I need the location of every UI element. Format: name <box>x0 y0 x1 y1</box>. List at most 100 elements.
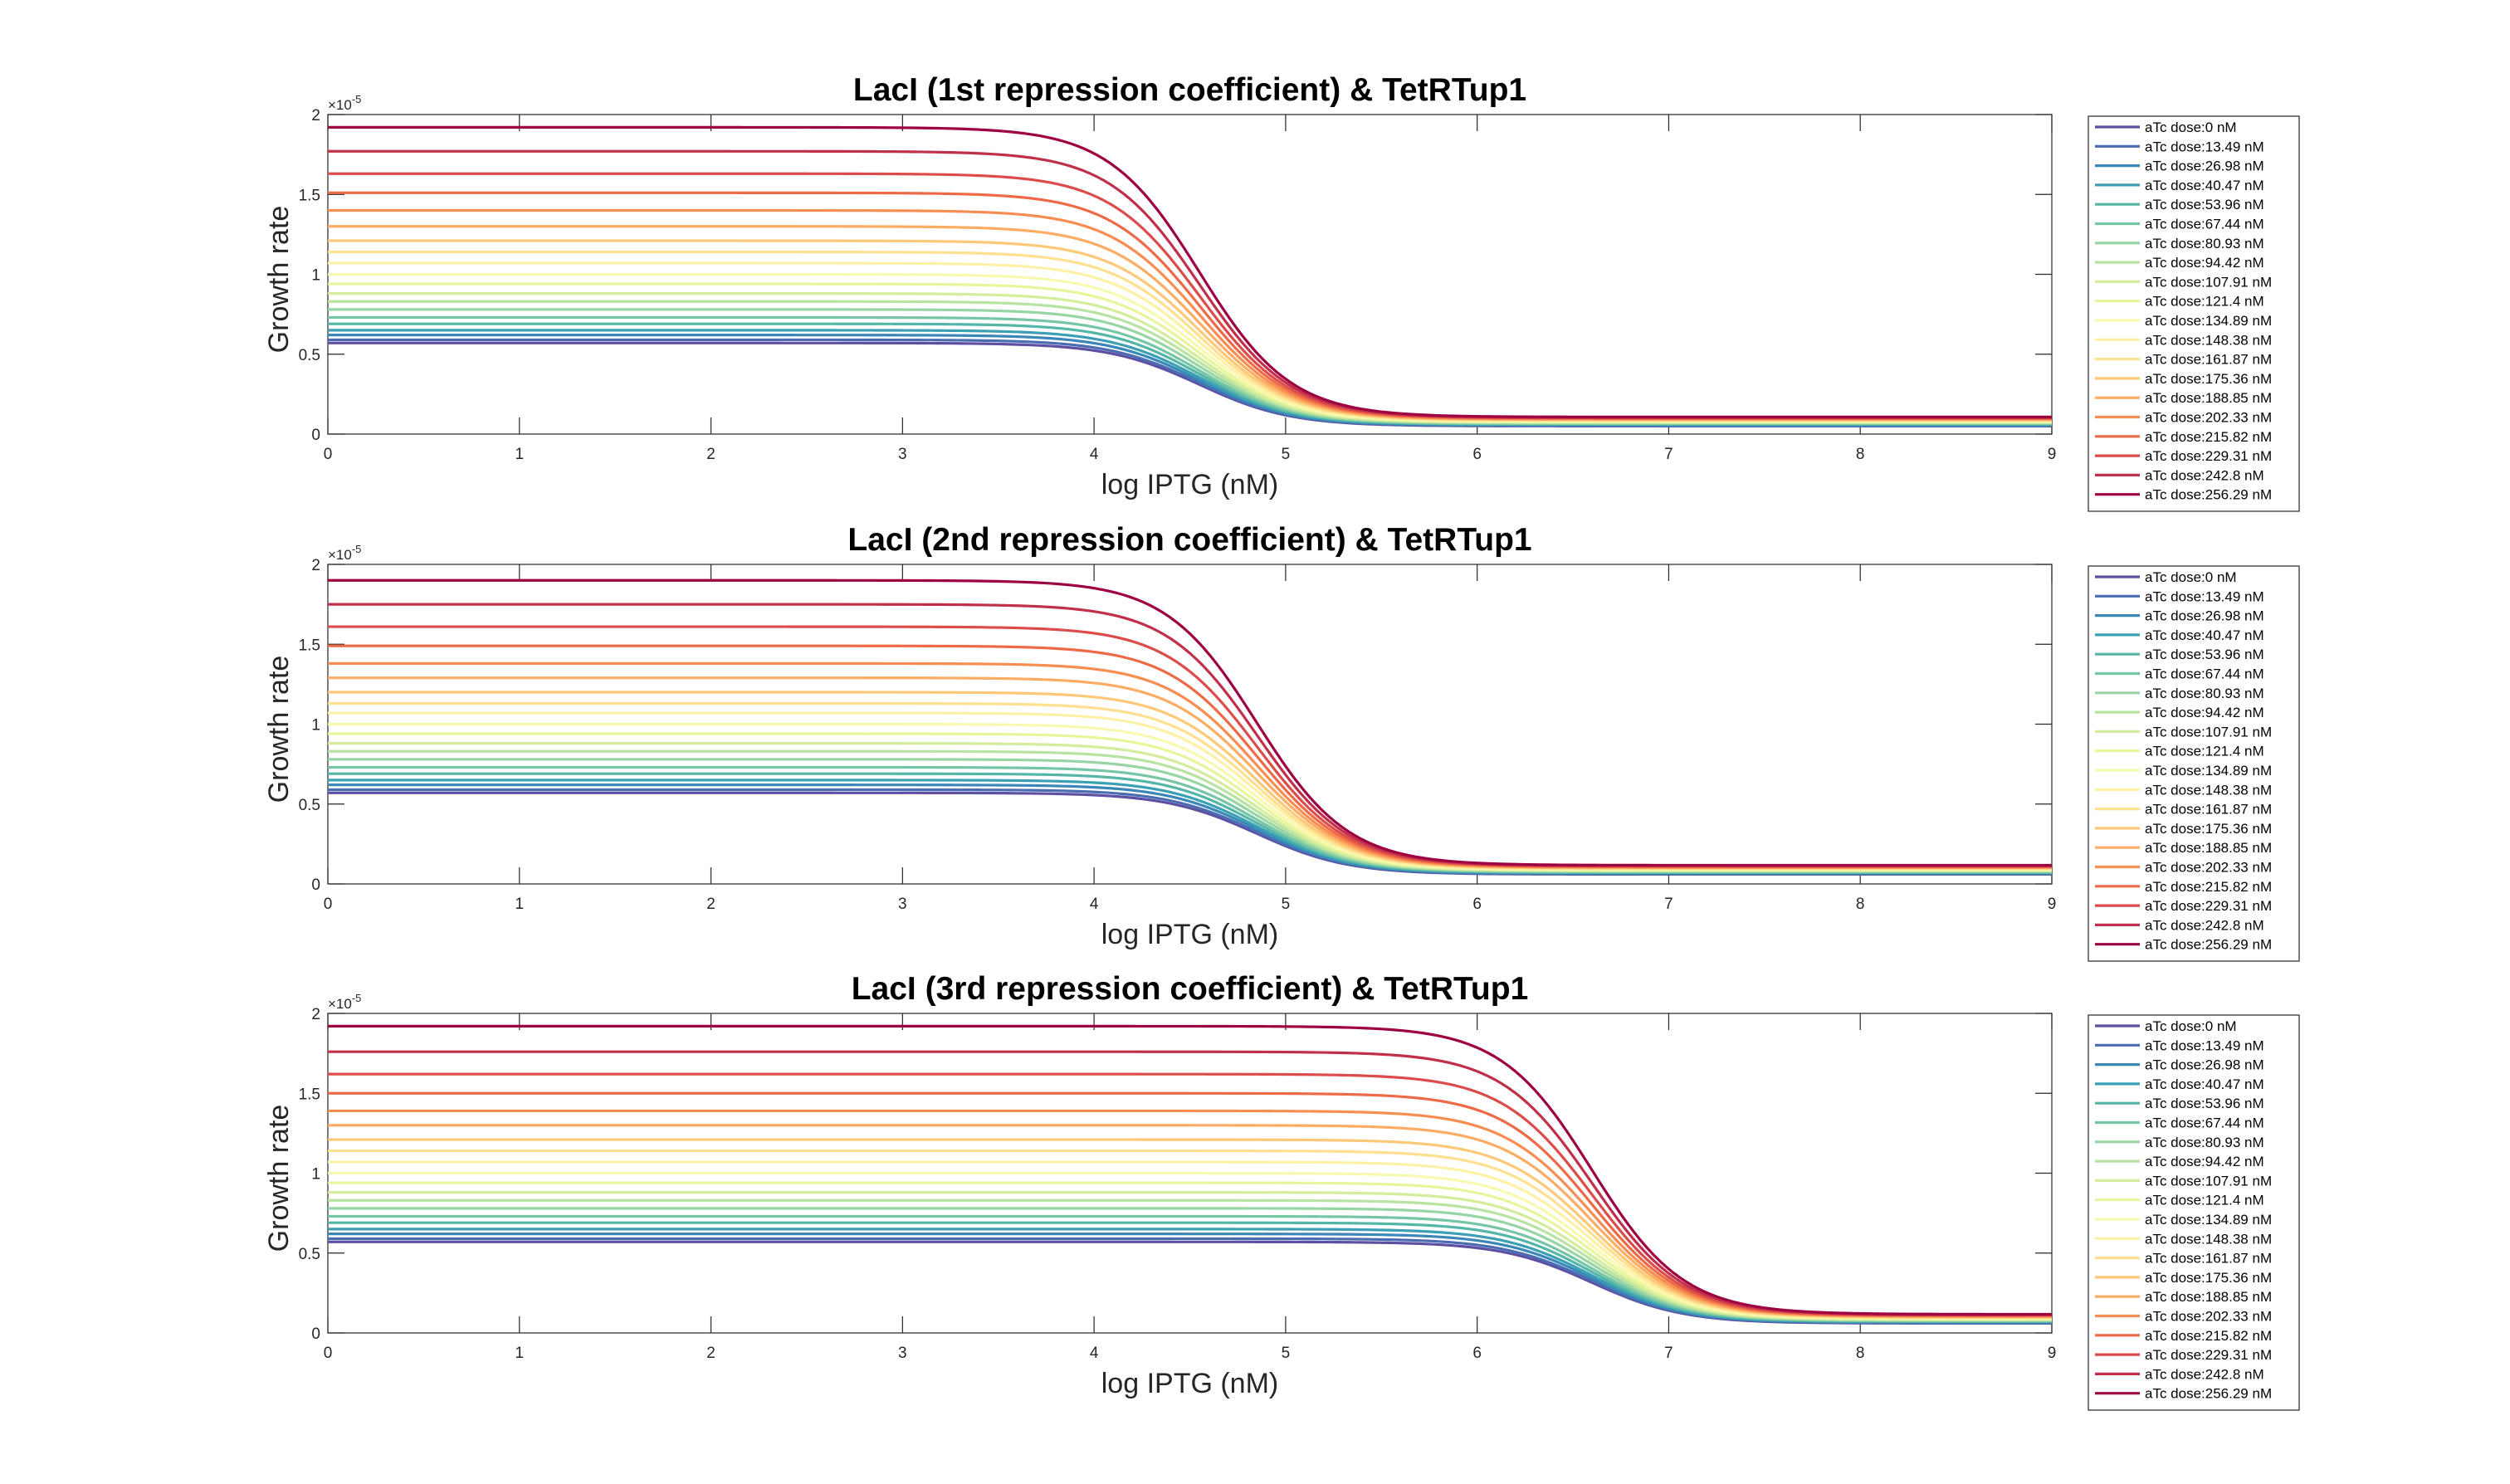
x-tick-label: 8 <box>1856 896 1865 913</box>
legend-entry: aTc dose:215.82 nM <box>2145 879 2272 895</box>
x-tick-label: 9 <box>2048 1345 2057 1362</box>
x-axis-label: log IPTG (nM) <box>1101 1368 1278 1399</box>
legend-entry: aTc dose:0 nM <box>2145 1018 2237 1034</box>
x-tick-label: 2 <box>706 1345 715 1362</box>
y-tick-label: 1 <box>311 1166 320 1184</box>
legend-entry: aTc dose:121.4 nM <box>2145 1193 2264 1208</box>
y-tick-label: 1.5 <box>299 1086 320 1103</box>
chart-title: LacI (3rd repression coefficient) & TetR… <box>852 971 1529 1007</box>
series-line <box>328 578 2052 867</box>
legend-entry: aTc dose:40.47 nM <box>2145 178 2264 193</box>
legend: aTc dose:0 nM aTc dose:13.49 nM aTc dose:2… <box>2088 1014 2300 1411</box>
y-tick-label: 0 <box>311 427 320 444</box>
legend-entry: aTc dose:215.82 nM <box>2145 429 2272 445</box>
x-tick-label: 5 <box>1282 896 1291 913</box>
legend-box <box>2088 115 2300 512</box>
legend-entry: aTc dose:161.87 nM <box>2145 352 2272 368</box>
x-tick-label: 1 <box>515 1345 524 1362</box>
y-tick-label: 1 <box>311 267 320 285</box>
legend-entry: aTc dose:242.8 nM <box>2145 917 2264 933</box>
y-tick-label: 1.5 <box>299 637 320 654</box>
x-tick-label: 0 <box>324 896 333 913</box>
x-tick-label: 2 <box>706 896 715 913</box>
legend-entry: aTc dose:134.89 nM <box>2145 1212 2272 1228</box>
y-exponent-label: ×10-5 <box>328 93 361 113</box>
x-tick-label: 1 <box>515 446 524 463</box>
x-tick-label: 3 <box>898 1345 907 1362</box>
legend-entry: aTc dose:161.87 nM <box>2145 1251 2272 1267</box>
y-tick-label: 2 <box>311 557 320 574</box>
x-tick-label: 3 <box>898 896 907 913</box>
legend-entry: aTc dose:80.93 nM <box>2145 686 2264 701</box>
legend-entry: aTc dose:67.44 nM <box>2145 666 2264 682</box>
x-tick-label: 6 <box>1472 446 1482 463</box>
chart-panel-2: LacI (2nd repression coefficient) & TetR… <box>263 522 2300 962</box>
legend-entry: aTc dose:40.47 nM <box>2145 1076 2264 1092</box>
legend-box <box>2088 1014 2300 1411</box>
y-exponent-power: -5 <box>352 992 362 1004</box>
legend-entry: aTc dose:26.98 nM <box>2145 1057 2264 1073</box>
legend-entry: aTc dose:175.36 nM <box>2145 1270 2272 1286</box>
y-axis-label: Growth rate <box>263 206 295 354</box>
legend-entry: aTc dose:134.89 nM <box>2145 313 2272 329</box>
legend-entry: aTc dose:13.49 nM <box>2145 1037 2264 1053</box>
legend-entry: aTc dose:202.33 nM <box>2145 1309 2272 1325</box>
legend-entry: aTc dose:256.29 nM <box>2145 487 2272 503</box>
chart-panel-3: LacI (3rd repression coefficient) & TetR… <box>263 971 2300 1411</box>
series-line <box>328 1024 2052 1316</box>
x-tick-label: 6 <box>1472 1345 1482 1362</box>
legend-entry: aTc dose:188.85 nM <box>2145 1289 2272 1305</box>
legend-entry: aTc dose:13.49 nM <box>2145 588 2264 604</box>
legend: aTc dose:0 nM aTc dose:13.49 nM aTc dose:2… <box>2088 115 2300 512</box>
legend-entry: aTc dose:26.98 nM <box>2145 608 2264 624</box>
legend-entry: aTc dose:188.85 nM <box>2145 390 2272 406</box>
y-tick-label: 0.5 <box>299 1246 320 1263</box>
legend: aTc dose:0 nM aTc dose:13.49 nM aTc dose:2… <box>2088 565 2300 962</box>
y-tick-label: 1.5 <box>299 187 320 204</box>
legend-box <box>2088 565 2300 962</box>
x-tick-label: 8 <box>1856 1345 1865 1362</box>
series-lines <box>328 125 2052 427</box>
x-tick-label: 0 <box>324 1345 333 1362</box>
chart-panel-1: LacI (1st repression coefficient) & TetR… <box>263 72 2300 512</box>
legend-entry: aTc dose:94.42 nM <box>2145 1154 2264 1169</box>
legend-entry: aTc dose:0 nM <box>2145 569 2237 585</box>
legend-entry: aTc dose:148.38 nM <box>2145 1231 2272 1247</box>
x-axis-label: log IPTG (nM) <box>1101 469 1278 500</box>
legend-entry: aTc dose:175.36 nM <box>2145 371 2272 387</box>
x-tick-label: 1 <box>515 896 524 913</box>
legend-entry: aTc dose:67.44 nM <box>2145 217 2264 232</box>
y-tick-label: 0 <box>311 876 320 894</box>
x-tick-label: 4 <box>1090 1345 1099 1362</box>
legend-entry: aTc dose:256.29 nM <box>2145 937 2272 953</box>
legend-entry: aTc dose:134.89 nM <box>2145 763 2272 779</box>
x-axis-label: log IPTG (nM) <box>1101 919 1278 950</box>
legend-entry: aTc dose:188.85 nM <box>2145 840 2272 856</box>
x-tick-label: 7 <box>1664 896 1673 913</box>
legend-entry: aTc dose:229.31 nM <box>2145 448 2272 464</box>
x-tick-label: 7 <box>1664 1345 1673 1362</box>
y-tick-label: 2 <box>311 107 320 124</box>
x-tick-label: 5 <box>1282 1345 1291 1362</box>
legend-entry: aTc dose:53.96 nM <box>2145 197 2264 212</box>
legend-entry: aTc dose:94.42 nM <box>2145 255 2264 271</box>
x-tick-label: 3 <box>898 446 907 463</box>
legend-entry: aTc dose:161.87 nM <box>2145 802 2272 818</box>
x-tick-label: 0 <box>324 446 333 463</box>
y-exponent-label: ×10-5 <box>328 543 361 563</box>
x-tick-label: 2 <box>706 446 715 463</box>
chart-title: LacI (1st repression coefficient) & TetR… <box>853 72 1526 108</box>
y-axis-label: Growth rate <box>263 656 295 803</box>
legend-entry: aTc dose:202.33 nM <box>2145 860 2272 876</box>
legend-entry: aTc dose:121.4 nM <box>2145 744 2264 759</box>
legend-entry: aTc dose:26.98 nM <box>2145 159 2264 174</box>
x-tick-label: 9 <box>2048 446 2057 463</box>
y-tick-label: 0.5 <box>299 797 320 814</box>
legend-entry: aTc dose:53.96 nM <box>2145 1096 2264 1111</box>
legend-entry: aTc dose:80.93 nM <box>2145 236 2264 251</box>
y-tick-label: 1 <box>311 717 320 735</box>
legend-entry: aTc dose:40.47 nM <box>2145 627 2264 643</box>
legend-entry: aTc dose:94.42 nM <box>2145 705 2264 720</box>
legend-entry: aTc dose:80.93 nM <box>2145 1135 2264 1150</box>
